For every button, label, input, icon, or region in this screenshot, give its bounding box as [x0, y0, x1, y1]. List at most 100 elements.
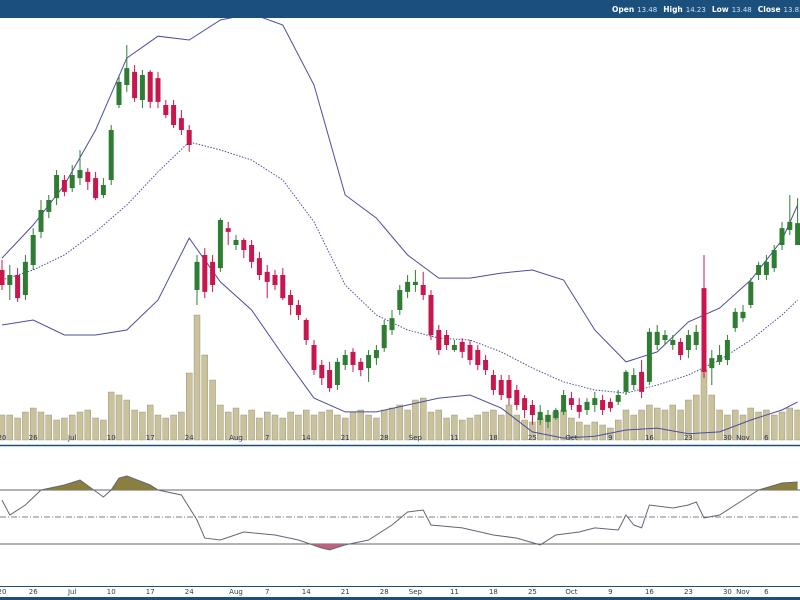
volume-bar — [576, 421, 583, 441]
x-tick-label: Jul — [67, 588, 77, 596]
volume-bar — [365, 414, 372, 441]
x-tick-label: 11 — [450, 588, 459, 596]
candle-body — [272, 275, 278, 285]
x-tick-label: 14 — [302, 588, 311, 596]
volume-bar — [474, 414, 481, 441]
volume-bar — [139, 411, 146, 441]
candle-body — [553, 410, 559, 419]
candle-body — [366, 355, 372, 369]
volume-bar — [146, 404, 154, 441]
volume-bar — [490, 409, 497, 441]
candle-body — [732, 311, 738, 329]
volume-bar — [271, 414, 279, 441]
volume-bar — [303, 409, 310, 441]
x-tick-label: Oct — [565, 588, 577, 596]
overbought-fill — [2, 476, 798, 490]
x-tick-label: 30 — [723, 434, 732, 442]
band-line — [1, 141, 798, 394]
candle-body — [545, 415, 551, 422]
volume-bar — [599, 424, 606, 441]
candle-body — [537, 411, 543, 420]
candle-body — [163, 105, 169, 115]
candle-body — [22, 261, 28, 295]
readout-label: Low — [712, 5, 729, 14]
candle-body — [600, 400, 606, 410]
candle-body — [529, 405, 535, 415]
oscillator-line — [1, 475, 798, 551]
candle-body — [303, 320, 309, 340]
volume-bar — [318, 411, 325, 441]
candle-body — [467, 345, 473, 360]
candle-body — [38, 210, 44, 232]
x-tick-label: 11 — [450, 434, 459, 442]
volume-bar — [84, 409, 92, 441]
volume-bar — [326, 409, 333, 441]
candle-body — [194, 261, 200, 290]
volume-bar — [201, 354, 209, 441]
volume-bar — [412, 399, 419, 441]
candle-body — [139, 75, 145, 100]
candle-body — [444, 335, 450, 345]
candle-body — [428, 295, 434, 335]
volume-bar — [373, 417, 380, 441]
candle-body — [46, 200, 52, 212]
volume-bar — [22, 411, 29, 441]
band-line — [1, 13, 799, 363]
candle-body — [389, 318, 395, 330]
candle-body — [724, 340, 730, 360]
volume-bar — [349, 411, 357, 441]
candle-body — [615, 395, 621, 402]
volume-bar — [115, 394, 123, 441]
volume-bar — [505, 404, 513, 441]
candle-body — [412, 281, 418, 285]
candle-body — [350, 351, 356, 365]
volume-bar — [248, 409, 255, 441]
candle-body — [147, 71, 153, 102]
x-tick-label: Aug — [229, 434, 243, 442]
candle-body — [202, 255, 208, 292]
candle-body — [795, 223, 800, 245]
candle-body — [100, 185, 106, 195]
x-tick-label: 10 — [107, 588, 116, 596]
volume-bar — [45, 414, 52, 441]
volume-bar — [92, 417, 99, 441]
volume-bar — [6, 414, 14, 441]
x-tick-label: 16 — [645, 588, 654, 596]
x-tick-label: 9 — [608, 588, 612, 596]
x-tick-label: Oct — [565, 434, 577, 442]
volume-bar — [388, 407, 396, 441]
candle-body — [178, 118, 184, 130]
volume-bar — [162, 417, 170, 441]
x-tick-label: Sep — [409, 434, 423, 442]
candle-body — [93, 178, 99, 199]
x-tick-label: 20 — [0, 588, 6, 596]
volume-bar — [295, 414, 302, 441]
readout-value: 13.48 — [637, 6, 657, 14]
candle-body — [771, 250, 777, 269]
x-tick-label: 21 — [341, 434, 350, 442]
volume-bar — [693, 394, 700, 441]
candle-body — [483, 360, 489, 370]
volume-bar — [185, 372, 193, 441]
x-tick-label: 9 — [608, 434, 612, 442]
volume-bar — [287, 411, 294, 441]
candle-body — [475, 350, 481, 365]
candle-body — [607, 401, 613, 409]
x-tick-label: 30 — [723, 588, 732, 596]
x-tick-label: 23 — [684, 434, 693, 442]
volume-bar — [622, 409, 630, 441]
volume-bar — [498, 414, 505, 441]
candle-body — [0, 270, 5, 285]
candle-body — [568, 398, 574, 405]
candle-body — [779, 228, 785, 245]
candle-body — [670, 340, 676, 345]
candle-body — [249, 245, 255, 262]
candle-body — [295, 305, 301, 315]
x-tick-label: 16 — [645, 434, 654, 442]
volume-bar — [193, 314, 201, 441]
x-tick-label: 25 — [528, 434, 537, 442]
candle-body — [405, 281, 411, 292]
candle-body — [654, 331, 660, 345]
